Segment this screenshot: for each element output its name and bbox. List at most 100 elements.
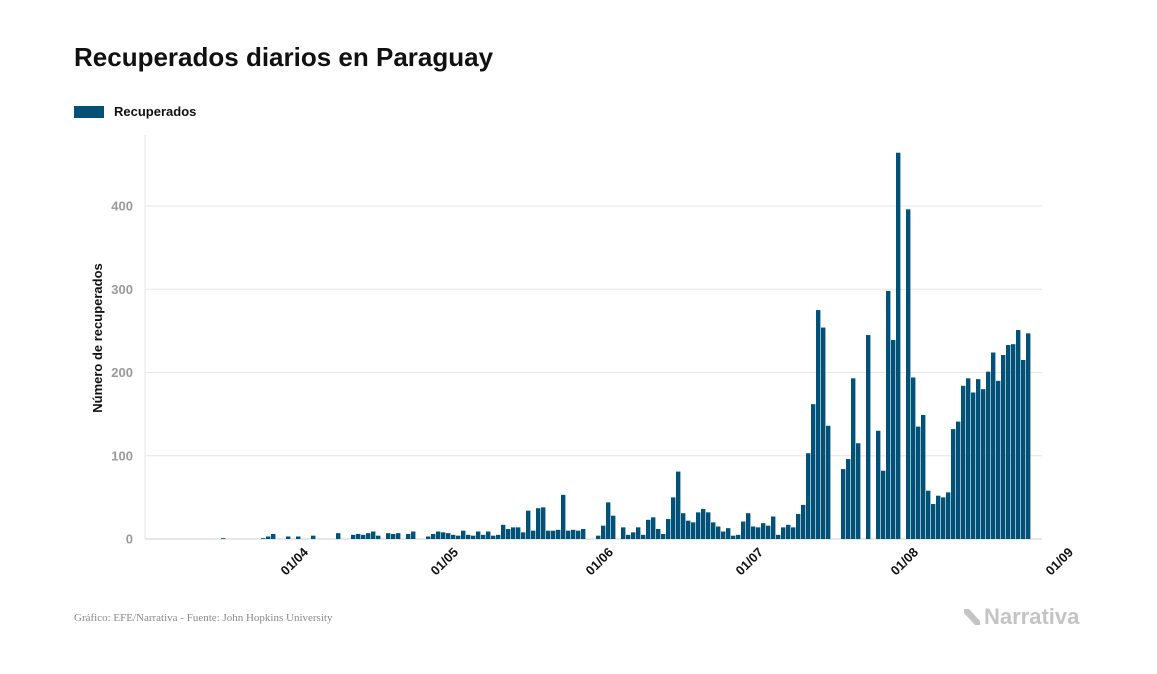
bar (516, 527, 521, 540)
bar (811, 404, 816, 539)
bar (721, 531, 726, 539)
bar (741, 521, 746, 539)
bar (681, 513, 686, 539)
bar (521, 532, 526, 539)
x-axis-ticks: 01/04 01/05 01/06 01/07 01/08 01/09 (278, 544, 1077, 578)
bar (576, 530, 581, 539)
bar (476, 531, 481, 539)
bar (311, 535, 316, 539)
bar (526, 510, 531, 539)
bar (441, 532, 446, 539)
bar (506, 529, 511, 539)
x-tick-label: 01/05 (428, 545, 462, 579)
bar (706, 512, 711, 539)
x-tick-label: 01/09 (1043, 545, 1077, 579)
bar (971, 392, 976, 539)
bar (1001, 355, 1006, 539)
x-tick-label: 01/04 (278, 544, 312, 578)
bar (391, 534, 396, 539)
chart-title: Recuperados diarios en Paraguay (74, 42, 494, 72)
bar (656, 529, 661, 539)
bar (296, 536, 301, 539)
x-tick-label: 01/06 (583, 545, 617, 579)
bar (621, 527, 626, 540)
bar (946, 492, 951, 539)
bar (686, 520, 691, 539)
bar (511, 527, 516, 540)
legend-label: Recuperados (114, 104, 197, 119)
bar (761, 523, 766, 539)
bar (991, 352, 996, 539)
bar (916, 426, 921, 539)
bar (436, 531, 441, 539)
bar (661, 534, 666, 539)
bar (691, 522, 696, 539)
bar (796, 514, 801, 539)
bar (271, 534, 276, 539)
bar (776, 534, 781, 539)
bar (406, 534, 411, 539)
bar (701, 509, 706, 539)
bar (366, 533, 371, 539)
brand-logo: Narrativa (962, 604, 1079, 630)
y-axis-label: Número de recuperados (90, 263, 105, 413)
bar (911, 377, 916, 539)
bar (371, 531, 376, 539)
bar (601, 525, 606, 539)
bar (726, 528, 731, 539)
bar (356, 534, 361, 539)
bar (951, 429, 956, 539)
bar (641, 534, 646, 539)
bar (596, 535, 601, 539)
bar (816, 310, 821, 539)
bar (546, 530, 551, 539)
bar (676, 471, 681, 539)
bar (636, 527, 641, 540)
bar (611, 515, 616, 539)
bar (781, 527, 786, 540)
bar (471, 535, 476, 539)
bar (376, 535, 381, 539)
bar (606, 502, 611, 539)
bar (821, 327, 826, 539)
bar (531, 530, 536, 539)
bar (751, 526, 756, 539)
x-tick-label: 01/08 (888, 545, 922, 579)
bar (956, 421, 961, 539)
bar (581, 529, 586, 539)
bar (771, 516, 776, 539)
bar (731, 535, 736, 539)
bar (461, 530, 466, 539)
bar (496, 534, 501, 539)
bar (891, 340, 896, 539)
y-tick-label: 0 (126, 532, 133, 547)
bar (411, 531, 416, 539)
bar (1016, 330, 1021, 539)
bar (926, 490, 931, 539)
bar (851, 378, 856, 539)
legend-swatch (74, 105, 104, 118)
bar (966, 378, 971, 539)
y-tick-label: 400 (111, 199, 133, 214)
bar (446, 533, 451, 539)
bar (536, 508, 541, 539)
y-tick-label: 100 (111, 448, 133, 463)
bar (941, 497, 946, 540)
bar (561, 494, 566, 539)
bar (766, 525, 771, 539)
bar (451, 534, 456, 539)
bar (931, 504, 936, 539)
bar (491, 535, 496, 539)
bar (286, 536, 291, 539)
bar (456, 535, 461, 539)
bars (221, 152, 1031, 540)
legend: Recuperados (74, 104, 196, 119)
bar (981, 389, 986, 539)
bar (711, 522, 716, 539)
source-caption: Gráfico: EFE/Narrativa - Fuente: John Ho… (74, 612, 333, 624)
bar (221, 538, 226, 539)
bar (716, 526, 721, 539)
bar (1011, 344, 1016, 539)
bar (986, 371, 991, 539)
bar (896, 152, 901, 539)
